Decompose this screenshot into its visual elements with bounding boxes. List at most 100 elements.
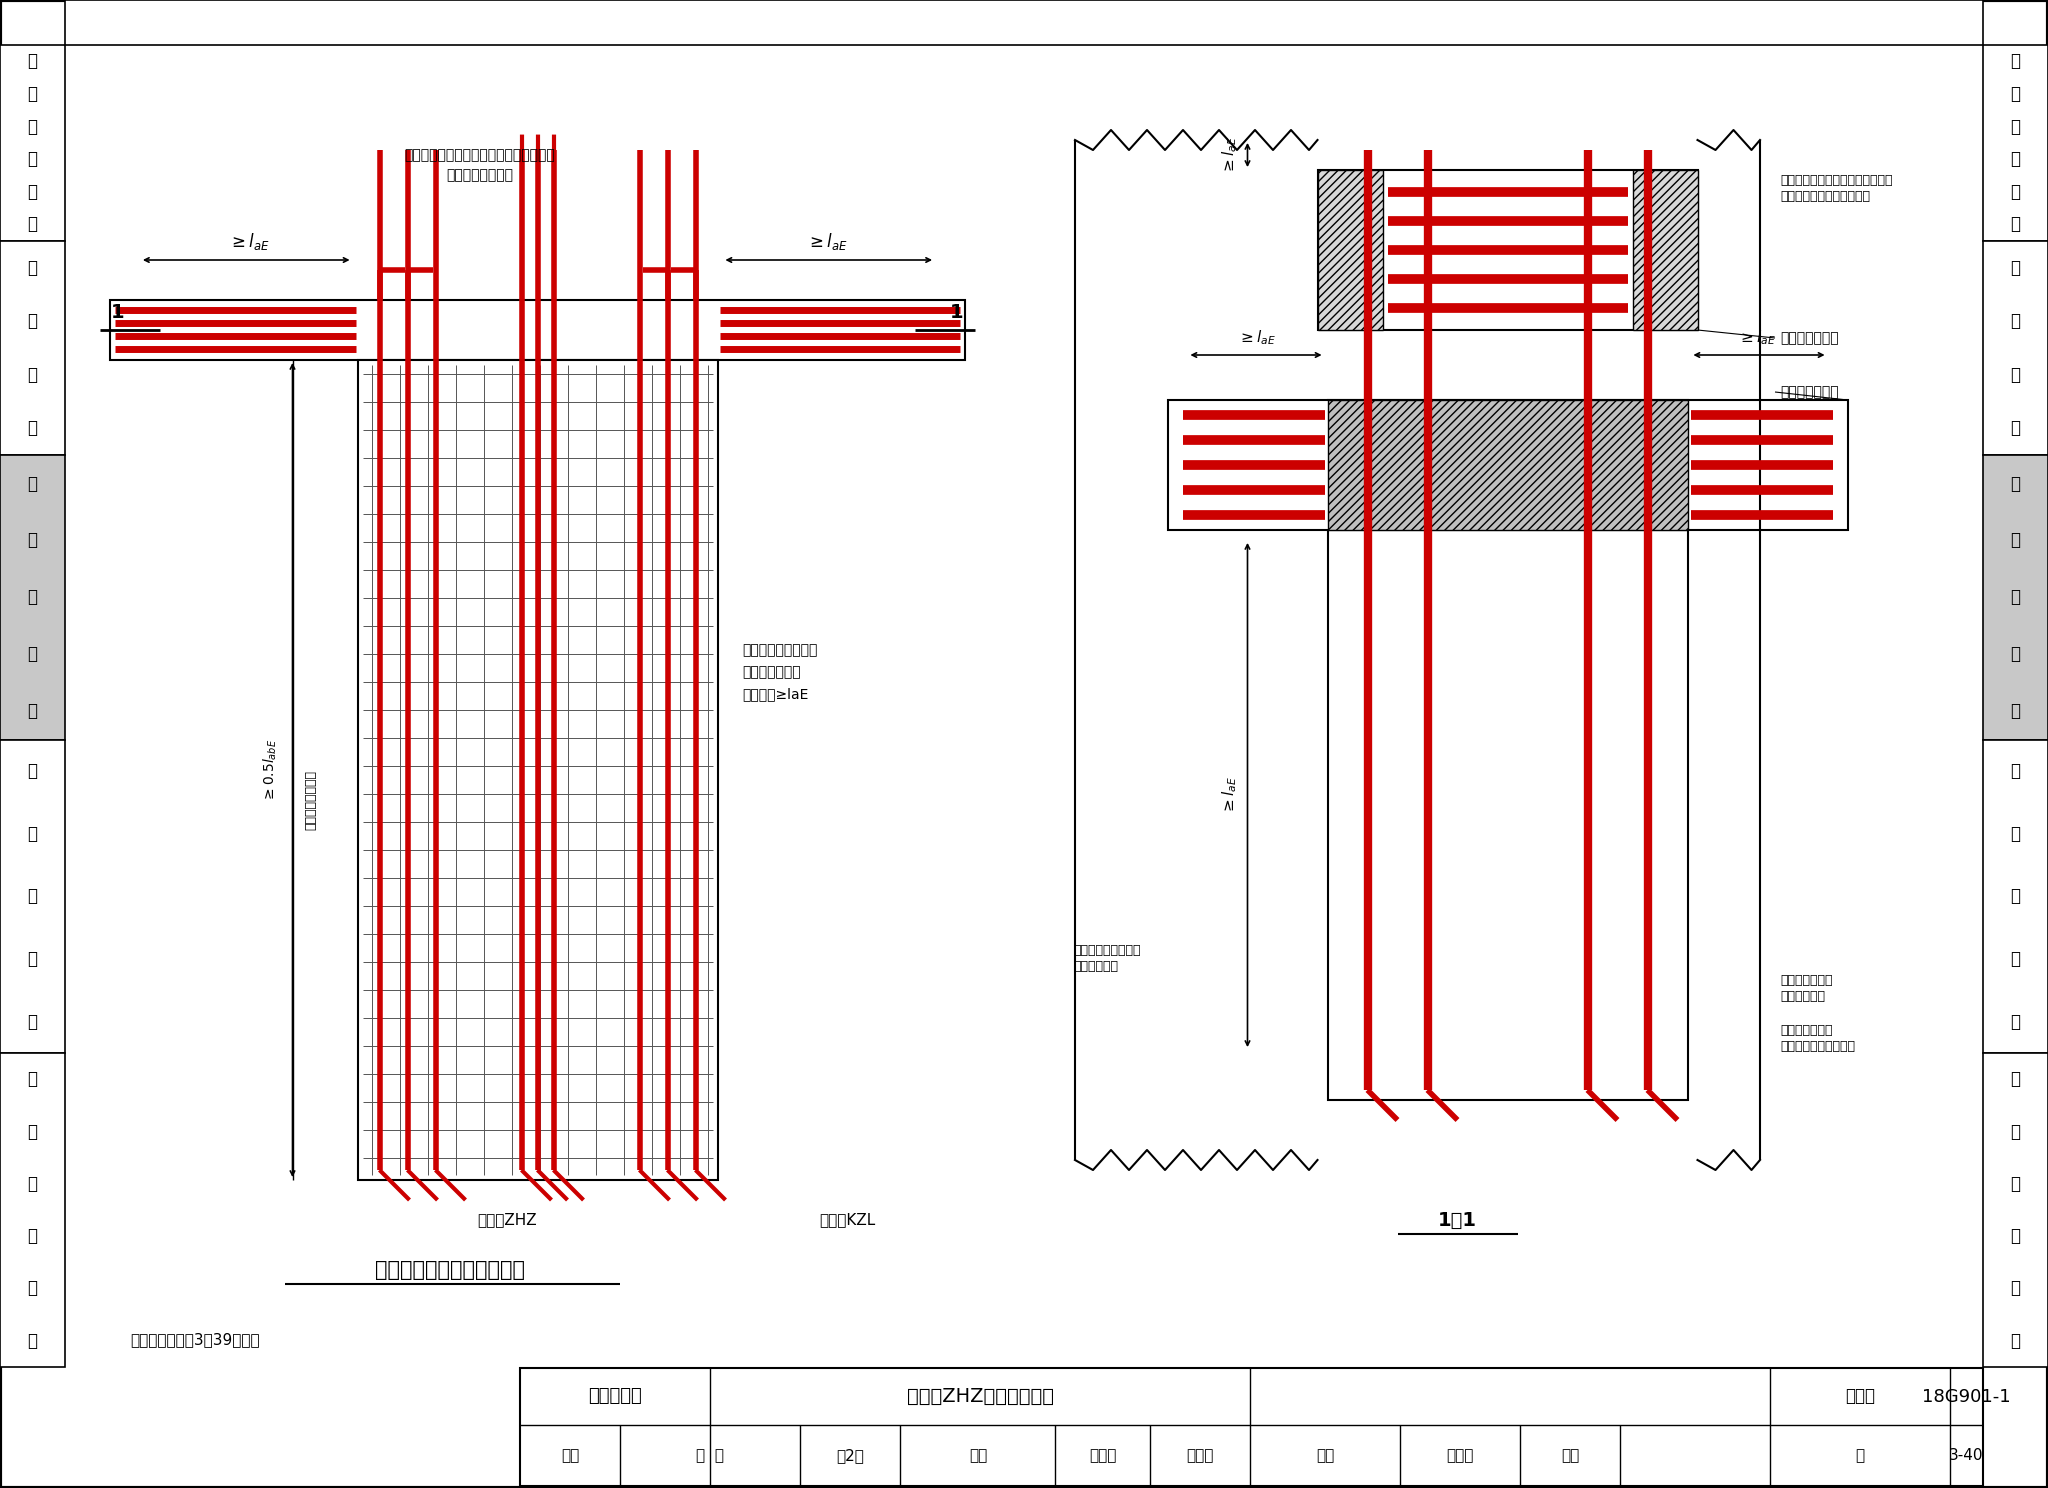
Text: 1: 1 [111,302,125,321]
Text: 1－1: 1－1 [1438,1211,1477,1229]
Text: 盖: 盖 [27,1228,37,1245]
Text: 转换柱部分纵筋: 转换柱部分纵筋 [1780,1024,1833,1037]
Text: $\geq l_{aE}$: $\geq l_{aE}$ [1221,135,1239,174]
Text: 弯锚入框支梁或: 弯锚入框支梁或 [743,665,801,679]
Text: 下部框支梁边线: 下部框支梁边线 [1780,385,1839,399]
Text: 墙: 墙 [2011,588,2021,606]
Text: 转换柱部分纵筋延伸到上层剪力墙楼板顶: 转换柱部分纵筋延伸到上层剪力墙楼板顶 [406,147,555,162]
Text: 楼板顶，原则为：能通则通: 楼板顶，原则为：能通则通 [1780,189,1870,202]
Text: 部: 部 [2011,646,2021,664]
Text: 1: 1 [950,302,965,321]
Text: 转换柱部分纵筋: 转换柱部分纵筋 [1780,973,1833,987]
Bar [0,1054,66,1366]
Text: 力: 力 [27,531,37,549]
Text: 板: 板 [2011,887,2021,905]
Text: 审核: 审核 [561,1448,580,1463]
Text: 楼: 楼 [27,1174,37,1193]
Text: 架: 架 [27,312,37,330]
Text: 无: 无 [2011,1070,2021,1088]
Text: 盖: 盖 [2011,1228,2021,1245]
Text: 转换柱配筋构造详图（二）: 转换柱配筋构造详图（二） [375,1260,524,1280]
Text: 自转换柱边缘算起，: 自转换柱边缘算起， [743,643,817,658]
Bar [1982,740,2048,1054]
Text: $\geq l_{aE}$: $\geq l_{aE}$ [805,232,848,253]
Text: 剪: 剪 [2011,475,2021,493]
Text: 弯锚至楼板内: 弯锚至楼板内 [1073,960,1118,973]
Text: 张月明: 张月明 [1446,1448,1475,1463]
Bar [1317,170,1698,330]
Text: 页: 页 [1855,1448,1864,1463]
Text: 框支架KZL: 框支架KZL [819,1213,877,1228]
Bar [1632,170,1698,330]
Bar [0,45,66,241]
Text: 分: 分 [2011,702,2021,720]
Text: 分: 分 [27,1013,37,1031]
Text: 部: 部 [2011,949,2021,969]
Text: 分: 分 [27,1332,37,1350]
Text: 18G901-1: 18G901-1 [1923,1387,2011,1406]
Text: 转换柱ZHZ配筋构造详图: 转换柱ZHZ配筋构造详图 [907,1387,1053,1406]
Text: 板: 板 [27,887,37,905]
Text: 楼: 楼 [2011,1174,2021,1193]
Text: 分: 分 [27,702,37,720]
Text: 转换柱部分纵筋延伸到上层剪力墙: 转换柱部分纵筋延伸到上层剪力墙 [1780,174,1892,186]
Bar [520,1367,1982,1487]
Text: 上部剪力墙边线: 上部剪力墙边线 [1780,330,1839,345]
Text: 要: 要 [27,183,37,201]
Bar [66,0,1982,45]
Text: $\geq 0.5l_{abE}$: $\geq 0.5l_{abE}$ [262,738,279,802]
Text: 分: 分 [2011,420,2021,437]
Text: 部: 部 [2011,1280,2021,1298]
Bar [0,455,66,740]
Text: 原则为：能通则通: 原则为：能通则通 [446,168,514,182]
Bar [1982,455,2048,740]
Text: 一: 一 [27,52,37,70]
Bar [0,241,66,455]
Text: 通: 通 [2011,824,2021,842]
Text: 汤明: 汤明 [1561,1448,1579,1463]
Text: 部: 部 [27,1280,37,1298]
Text: 要: 要 [2011,183,2021,201]
Text: 剪: 剪 [27,475,37,493]
Text: 框: 框 [27,259,37,277]
Text: 刘2以: 刘2以 [836,1448,864,1463]
Text: 构: 构 [27,118,37,135]
Text: 部: 部 [2011,366,2021,384]
Bar [1982,1054,2048,1366]
Text: 高志强: 高志强 [1090,1448,1116,1463]
Bar [1327,400,1688,1100]
Text: $\geq l_{aE}$: $\geq l_{aE}$ [227,232,270,253]
Text: 梁: 梁 [2011,1122,2021,1140]
Text: 3-40: 3-40 [1950,1448,1985,1463]
Bar [1167,400,1847,530]
Text: 梁: 梁 [27,1122,37,1140]
Text: 富士淳: 富士淳 [1186,1448,1214,1463]
Text: 般: 般 [2011,85,2021,103]
Text: 部: 部 [27,949,37,969]
Text: 转换柱ZHZ: 转换柱ZHZ [477,1213,537,1228]
Text: 分: 分 [2011,1013,2021,1031]
Bar [111,301,965,360]
Bar [358,360,717,1180]
Text: 分: 分 [27,420,37,437]
Text: 普: 普 [2011,762,2021,780]
Text: 普: 普 [27,762,37,780]
Text: 部: 部 [27,646,37,664]
Text: 构: 构 [2011,118,2021,135]
Text: 无: 无 [27,1070,37,1088]
Text: 转换柱外侧部分纵筋: 转换柱外侧部分纵筋 [1073,943,1141,957]
Text: 造: 造 [27,150,37,168]
Bar [1317,170,1382,330]
Text: 框: 框 [2011,259,2021,277]
Text: 通: 通 [27,824,37,842]
Text: 注：见本图集第3－39页注。: 注：见本图集第3－39页注。 [129,1332,260,1348]
Text: 分: 分 [2011,1332,2021,1350]
Text: 校对: 校对 [969,1448,987,1463]
Text: 力: 力 [2011,531,2021,549]
Text: 刘  敏: 刘 敏 [696,1448,725,1463]
Text: 架: 架 [2011,312,2021,330]
Text: $\geq l_{aE}$: $\geq l_{aE}$ [1221,775,1239,814]
Text: 造: 造 [2011,150,2021,168]
Bar [0,740,66,1054]
Text: 且伸至转换柱柱顶: 且伸至转换柱柱顶 [303,769,317,830]
